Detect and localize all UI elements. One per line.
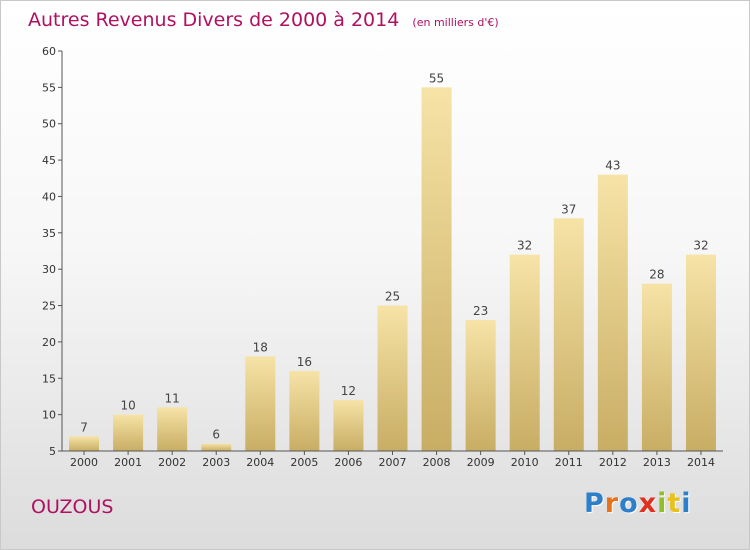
bar bbox=[509, 254, 540, 451]
bar bbox=[377, 305, 408, 451]
y-tick-label: 20 bbox=[42, 336, 56, 349]
bar bbox=[333, 400, 364, 451]
bar-value-label: 32 bbox=[693, 239, 708, 253]
y-tick-label: 60 bbox=[42, 45, 56, 58]
bar bbox=[245, 356, 276, 451]
y-tick-label: 45 bbox=[42, 154, 56, 167]
x-tick-label: 2012 bbox=[599, 456, 627, 469]
brand-letter: i bbox=[681, 488, 692, 519]
y-tick-label: 25 bbox=[42, 300, 56, 313]
commune-name: OUZOUS bbox=[31, 496, 114, 518]
bar bbox=[113, 414, 144, 451]
bar-value-label: 43 bbox=[605, 159, 620, 173]
x-tick-label: 2010 bbox=[511, 456, 539, 469]
bar-value-label: 10 bbox=[120, 399, 135, 413]
y-tick-label: 40 bbox=[42, 190, 56, 203]
bar-value-label: 25 bbox=[385, 290, 400, 304]
x-tick-label: 2009 bbox=[467, 456, 495, 469]
bar-value-label: 55 bbox=[429, 71, 444, 85]
brand-letter: P bbox=[584, 488, 605, 519]
brand-letter: t bbox=[667, 488, 682, 519]
x-tick-label: 2005 bbox=[290, 456, 318, 469]
brand-letter: i bbox=[657, 488, 668, 519]
y-tick-label: 55 bbox=[42, 81, 56, 94]
bar bbox=[685, 254, 716, 451]
brand-letter: o bbox=[619, 488, 639, 519]
x-tick-label: 2008 bbox=[423, 456, 451, 469]
x-tick-label: 2000 bbox=[70, 456, 98, 469]
bars-group bbox=[69, 87, 716, 452]
x-tick-label: 2004 bbox=[246, 456, 274, 469]
bar bbox=[69, 436, 100, 451]
x-tick-label: 2007 bbox=[379, 456, 407, 469]
x-tick-label: 2013 bbox=[643, 456, 671, 469]
bar-value-label: 37 bbox=[561, 202, 576, 216]
bar bbox=[641, 283, 672, 451]
bar-value-label: 11 bbox=[165, 391, 180, 405]
brand-logo: Proxiti bbox=[584, 488, 692, 519]
bar-value-label: 7 bbox=[80, 420, 88, 434]
bar-value-label: 28 bbox=[649, 268, 664, 282]
y-tick-label: 10 bbox=[42, 409, 56, 422]
bar bbox=[597, 174, 628, 452]
bar bbox=[465, 320, 496, 451]
bar bbox=[289, 371, 320, 451]
y-tick-label: 50 bbox=[42, 118, 56, 131]
title-block: Autres Revenus Divers de 2000 à 2014 (en… bbox=[28, 9, 499, 31]
y-tick-label: 30 bbox=[42, 263, 56, 276]
x-tick-label: 2002 bbox=[158, 456, 186, 469]
chart-title: Autres Revenus Divers de 2000 à 2014 bbox=[28, 9, 400, 31]
bar-value-label: 23 bbox=[473, 304, 488, 318]
bar bbox=[157, 407, 188, 451]
axes-group: 2000 2001 2002 2003 2004 2005 2006 2007 2008 2009… bbox=[42, 45, 723, 469]
brand-letter: r bbox=[604, 488, 620, 519]
x-tick-label: 2001 bbox=[114, 456, 142, 469]
bar-value-label: 32 bbox=[517, 239, 532, 253]
y-tick-label: 35 bbox=[42, 227, 56, 240]
y-tick-label: 5 bbox=[49, 445, 56, 458]
bar-value-label: 12 bbox=[341, 384, 356, 398]
bar bbox=[201, 443, 232, 451]
brand-letter: x bbox=[638, 488, 658, 519]
bar-value-label: 18 bbox=[253, 340, 268, 354]
value-labels-group: 7 10 11 6 18 16 12 25 55 23 32 37 43 28 32 bbox=[80, 71, 708, 441]
x-tick-label: 2003 bbox=[202, 456, 230, 469]
x-tick-label: 2014 bbox=[687, 456, 715, 469]
bar bbox=[421, 87, 452, 451]
x-tick-label: 2011 bbox=[555, 456, 583, 469]
bar-value-label: 6 bbox=[212, 428, 220, 442]
chart-subtitle: (en milliers d'€) bbox=[412, 16, 499, 29]
bar-value-label: 16 bbox=[297, 355, 312, 369]
x-tick-label: 2006 bbox=[334, 456, 362, 469]
y-tick-label: 15 bbox=[42, 372, 56, 385]
bar bbox=[553, 218, 584, 451]
